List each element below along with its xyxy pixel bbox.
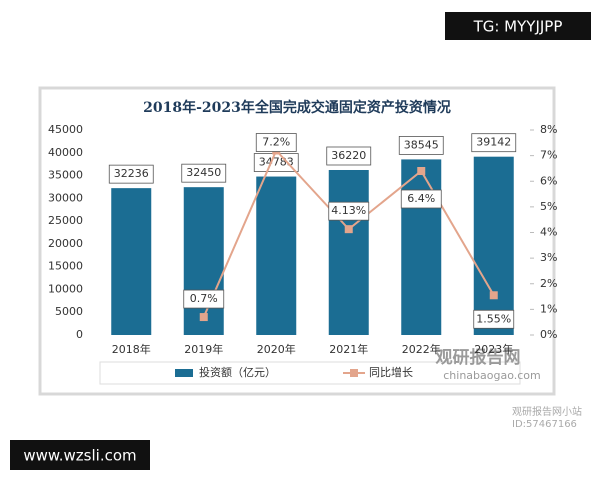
y2-tick-label: 0% [540,328,557,341]
y2-tick-label: 5% [540,200,557,213]
line-marker [489,291,498,300]
line-label-box [400,189,442,209]
line-label-box [183,289,225,309]
y2-tick-label: 6% [540,174,557,187]
y2-tick-label: 8% [540,123,557,136]
y-tick-label: 40000 [48,146,83,159]
bar [183,187,224,335]
line-label: 6.4% [407,192,435,205]
line-marker [199,313,208,322]
watermark: ID:57467166 [512,419,577,430]
watermark: www.wzsli.com [23,447,136,465]
legend-swatch [175,369,193,377]
y-tick-label: 35000 [48,169,83,182]
y2-tick-label: 1% [540,302,557,315]
y-tick-label: 5000 [55,305,83,318]
bar [401,159,442,335]
y-tick-label: 0 [76,328,83,341]
y-tick-label: 45000 [48,123,83,136]
legend-label: 同比增长 [369,365,413,379]
chart-title: 2018年-2023年全国完成交通固定资产投资情况 [143,99,451,116]
legend-box [99,361,521,385]
bar-label: 38545 [404,138,439,151]
y2-tick-label: 3% [540,251,557,264]
bar-label: 32236 [114,167,149,180]
x-tick-label: 2023年 [474,342,513,356]
bar-label-box [326,146,372,166]
line-label: 4.13% [331,204,366,217]
x-tick-label: 2021年 [329,342,368,356]
line-label-box [328,201,370,221]
bar-label-box [398,136,444,155]
line-marker [417,167,426,175]
line-marker [344,225,353,234]
bar-label-box [471,133,517,153]
bar-label: 34783 [259,156,294,169]
bar-label: 39142 [476,136,511,149]
line-label: 1.55% [476,312,511,325]
y-tick-label: 20000 [48,237,83,250]
y2-tick-label: 4% [540,226,557,239]
y-tick-label: 15000 [48,260,83,273]
bar [473,156,514,335]
bar [328,169,369,335]
legend-swatch [350,369,358,377]
watermark-box [10,440,150,470]
watermark: TG: MYYJJPP [473,18,563,36]
y2-tick-label: 7% [540,149,557,162]
y-tick-label: 30000 [48,191,83,204]
watermark: 观研报告网 [435,347,521,368]
y-tick-label: 10000 [48,282,83,295]
line-label: 7.2% [262,136,290,149]
line-label: 0.7% [190,292,218,305]
line-label-box [255,133,297,152]
x-tick-label: 2018年 [112,342,151,356]
x-tick-label: 2019年 [184,342,223,356]
watermark: chinabaogao.com [443,369,541,382]
y2-tick-label: 2% [540,277,557,290]
bar-label: 36220 [331,149,366,162]
bar-label: 32450 [186,166,221,179]
x-tick-label: 2020年 [257,342,296,356]
bar-label-box [108,164,154,184]
line-label-box [473,309,515,329]
watermark-box [445,12,591,40]
bar [256,176,297,335]
legend-label: 投资额（亿元） [199,365,276,379]
bar [111,188,152,335]
x-tick-label: 2022年 [402,342,441,356]
bar-label-box [181,163,227,183]
watermark: 观研报告网小站 [512,405,582,418]
y-tick-label: 25000 [48,214,83,227]
